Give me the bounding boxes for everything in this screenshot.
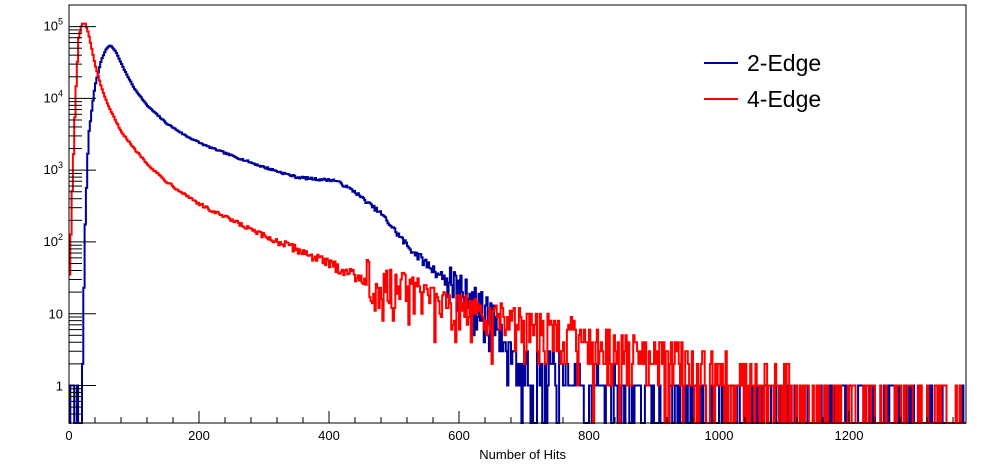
legend-label: 4-Edge — [747, 86, 821, 112]
legend-label: 2-Edge — [747, 50, 821, 76]
y-tick-label: 103 — [44, 160, 63, 177]
x-axis: 0 200 400 600 800 1000 1200 — [65, 411, 954, 443]
x-tick-label: 0 — [65, 428, 72, 443]
x-tick-label: 200 — [188, 428, 210, 443]
x-tick-label: 1200 — [835, 428, 864, 443]
plot-frame — [68, 4, 967, 424]
y-tick-label: 1 — [56, 378, 63, 393]
y-tick-label: 10 — [49, 307, 63, 322]
series-line-4-edge — [69, 22, 966, 424]
x-tick-label: 400 — [318, 428, 340, 443]
x-tick-label: 600 — [448, 428, 470, 443]
y-tick-label: 105 — [44, 17, 63, 34]
legend: 2-Edge 4-Edge — [704, 50, 821, 112]
y-tick-label: 102 — [44, 232, 63, 249]
x-axis-label: Number of Hits — [479, 447, 566, 462]
y-axis: 1 10 102 103 104 105 — [44, 4, 96, 424]
x-tick-label: 1000 — [705, 428, 734, 443]
x-tick-label: 800 — [578, 428, 600, 443]
y-tick-label: 104 — [44, 88, 63, 105]
